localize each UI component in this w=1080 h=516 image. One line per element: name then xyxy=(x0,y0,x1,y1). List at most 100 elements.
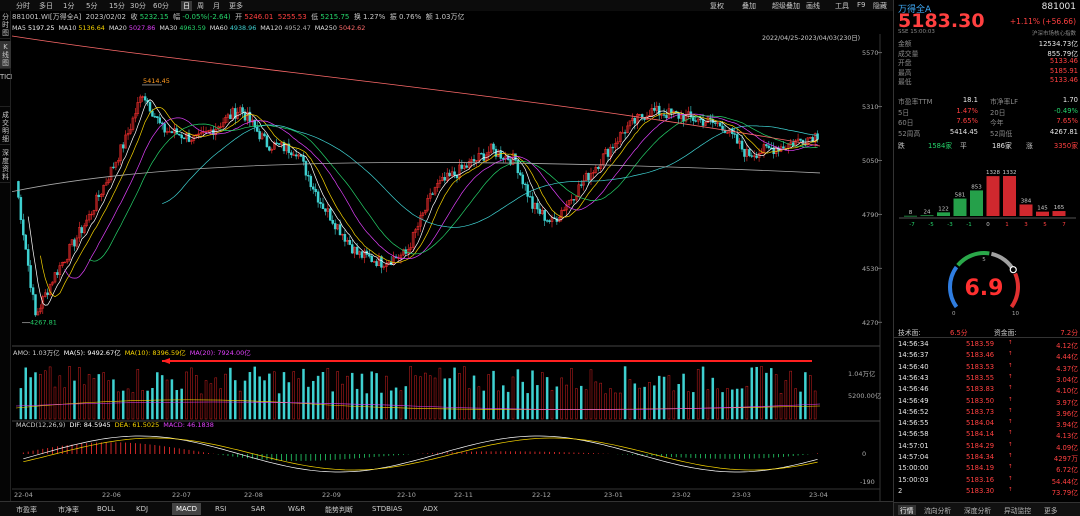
low-label: 低 xyxy=(311,13,319,21)
volume-bar xyxy=(594,381,598,420)
toolbar-btn-1[interactable]: 叠加 xyxy=(742,2,756,10)
tick-row[interactable]: 14:56:49 5183.50 ↑ 3.97亿 xyxy=(898,397,1078,407)
volume-bar xyxy=(643,386,646,420)
kline-chart[interactable]: 5570 5310 5050 4790 4530 4270 2022/04/25-2023/… xyxy=(12,34,892,501)
tick-row[interactable]: 2 5183.30 ↑ 73.79亿 xyxy=(898,487,1078,497)
left-nav-item-2[interactable]: TICK xyxy=(0,71,15,107)
dist-axis-1: -5 xyxy=(928,222,934,228)
candle-body xyxy=(726,132,729,134)
stat-key: 金额 xyxy=(898,40,912,48)
stat-row-2: 开盘 5133.46 xyxy=(898,57,1078,67)
volume-bar xyxy=(653,385,656,420)
volume-bar xyxy=(784,380,788,420)
chg-value: -0.05%(-2.64) xyxy=(182,13,231,21)
volume-bar xyxy=(687,391,690,420)
candle-body xyxy=(212,129,215,135)
volume-bar xyxy=(19,388,23,420)
period-tab-6[interactable]: 60分 xyxy=(153,2,169,10)
indicator-tab-7[interactable]: W&R xyxy=(288,505,306,513)
right-tab-3[interactable]: 异动监控 xyxy=(1004,507,1032,515)
indicator-tab-5[interactable]: RSI xyxy=(215,505,227,513)
candle-body xyxy=(226,114,230,118)
candle-body xyxy=(550,217,554,222)
indicator-tab-4[interactable]: MACD xyxy=(172,503,201,515)
volume-bar xyxy=(467,388,471,420)
period-tab-8[interactable]: 周 xyxy=(197,2,204,10)
period-tab-10[interactable]: 更多 xyxy=(229,2,243,10)
volume-bar xyxy=(326,368,330,420)
tick-row[interactable]: 14:56:40 5183.53 ↑ 4.37亿 xyxy=(898,363,1078,373)
tick-price: 5184.19 xyxy=(966,464,995,473)
candle-body xyxy=(31,287,35,295)
volume-bar xyxy=(97,374,101,420)
tick-row[interactable]: 14:56:34 5183.59 ↑ 4.12亿 xyxy=(898,340,1078,350)
val-key-a: 市盈率TTM xyxy=(898,98,933,106)
toolbar-btn-0[interactable]: 复权 xyxy=(710,2,724,10)
period-tab-9[interactable]: 月 xyxy=(213,2,220,10)
volume-bar xyxy=(565,384,568,420)
stat-value: 5133.46 xyxy=(1049,57,1078,65)
candle-body xyxy=(450,171,454,177)
right-tab-4[interactable]: 更多 xyxy=(1044,507,1058,515)
candle-body xyxy=(78,227,81,239)
tick-row[interactable]: 14:56:43 5183.55 ↑ 3.04亿 xyxy=(898,374,1078,384)
tick-row[interactable]: 14:57:04 5184.34 ↑ 4297万 xyxy=(898,453,1078,463)
candle-body xyxy=(112,166,115,169)
left-nav-item-3[interactable]: 成交明细 xyxy=(0,109,11,145)
period-tab-3[interactable]: 5分 xyxy=(86,2,98,10)
volume-bar xyxy=(677,384,680,420)
indicator-tab-8[interactable]: 能势判断 xyxy=(325,506,353,514)
volume-bar xyxy=(126,388,130,420)
period-tab-2[interactable]: 1分 xyxy=(63,2,75,10)
period-tab-0[interactable]: 分时 xyxy=(16,2,30,10)
candle-body xyxy=(195,134,198,136)
right-tab-2[interactable]: 深度分析 xyxy=(964,507,992,515)
period-tab-4[interactable]: 15分 xyxy=(109,2,125,10)
indicator-tab-6[interactable]: SAR xyxy=(251,505,266,513)
date-tick-7: 22-12 xyxy=(532,491,551,499)
tick-row[interactable]: 14:56:55 5184.04 ↑ 3.94亿 xyxy=(898,419,1078,429)
indicator-tab-0[interactable]: 市盈率 xyxy=(16,506,37,514)
volume-bar xyxy=(414,375,417,420)
indicator-tab-10[interactable]: ADX xyxy=(423,505,438,513)
valuation-row-2: 60日 7.65% 今年 7.65% xyxy=(898,117,1078,127)
indicator-tab-3[interactable]: KDJ xyxy=(136,505,149,513)
tick-row[interactable]: 14:56:37 5183.46 ↑ 4.44亿 xyxy=(898,351,1078,361)
dist-bar xyxy=(937,212,950,216)
indicator-tab-2[interactable]: BOLL xyxy=(97,505,115,513)
right-tab-0[interactable]: 行情 xyxy=(898,505,916,515)
toolbar-btn-2[interactable]: 超级叠加 xyxy=(772,2,800,10)
dist-bar xyxy=(1019,204,1033,216)
date-tick-1: 22-06 xyxy=(102,491,121,499)
period-tab-5[interactable]: 30分 xyxy=(130,2,146,10)
indicator-tab-9[interactable]: STDBIAS xyxy=(372,505,403,513)
period-tab-7[interactable]: 日 xyxy=(181,1,192,11)
volume-bar xyxy=(141,390,144,420)
candle-body xyxy=(131,117,135,130)
toolbar-btn-5[interactable]: F9 xyxy=(857,1,866,9)
tick-row[interactable]: 14:56:52 5183.73 ↑ 3.96亿 xyxy=(898,408,1078,418)
toolbar-btn-4[interactable]: 工具 xyxy=(835,2,849,10)
tick-row[interactable]: 14:56:46 5183.83 ↑ 4.10亿 xyxy=(898,385,1078,395)
valuation-row-3: 52周高 5414.45 52周低 4267.81 xyxy=(898,128,1078,138)
chg-label: 幅 xyxy=(173,13,181,21)
volume-bar xyxy=(809,375,812,420)
volume-bar xyxy=(706,389,710,420)
left-nav-item-1[interactable]: K线图 xyxy=(0,41,11,69)
candle-body xyxy=(436,183,439,188)
toolbar-btn-3[interactable]: 画线 xyxy=(806,2,820,10)
tick-row[interactable]: 15:00:00 5184.19 ↑ 6.72亿 xyxy=(898,464,1078,474)
left-nav-item-0[interactable]: 分时图 xyxy=(0,11,11,39)
right-tab-1[interactable]: 流向分析 xyxy=(924,507,952,515)
indicator-tab-1[interactable]: 市净率 xyxy=(58,506,79,514)
candle-body xyxy=(17,181,20,198)
tick-row[interactable]: 15:00:03 5183.16 ↑ 54.44亿 xyxy=(898,476,1078,486)
tick-row[interactable]: 14:56:58 5184.14 ↑ 4.13亿 xyxy=(898,430,1078,440)
toolbar-btn-6[interactable]: 隐藏 xyxy=(873,2,887,10)
candle-body xyxy=(426,197,429,211)
left-nav-item-4[interactable]: 深度资料 xyxy=(0,147,11,183)
period-tab-1[interactable]: 多日 xyxy=(39,2,53,10)
ma120-line xyxy=(12,162,821,193)
volume-bar xyxy=(579,385,583,420)
tick-row[interactable]: 14:57:01 5184.29 ↑ 4.09亿 xyxy=(898,442,1078,452)
